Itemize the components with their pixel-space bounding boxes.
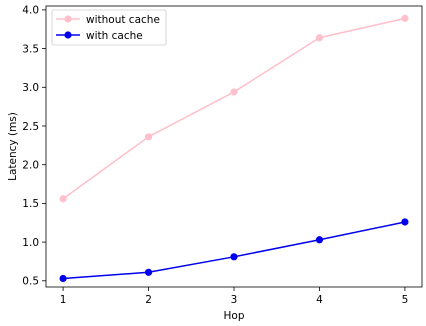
data-point [401, 14, 409, 22]
legend-entry: without cache [86, 14, 160, 26]
series-line [63, 221, 406, 280]
data-point [315, 34, 324, 42]
y-tick-label: 4.0 [22, 5, 39, 17]
series-layer [59, 14, 409, 283]
y-tick-label: 2.5 [22, 121, 39, 133]
data-point [230, 253, 238, 261]
data-point [401, 218, 409, 226]
x-axis-label: Hop [224, 310, 245, 322]
data-point [144, 268, 153, 276]
data-point [230, 88, 238, 96]
data-point [315, 236, 324, 244]
y-tick-label: 3.0 [22, 82, 39, 94]
legend-box [51, 9, 167, 46]
x-tick-label: 2 [145, 294, 152, 306]
data-point [59, 195, 67, 203]
legend-marker [64, 31, 72, 39]
axes-frame [45, 5, 423, 288]
x-axis: 1 2 3 4 5 [60, 287, 409, 306]
y-tick-label: 2.0 [22, 159, 39, 171]
y-tick-label: 1.0 [22, 237, 39, 249]
y-tick-label: 0.5 [22, 276, 39, 288]
legend-entry: with cache [86, 30, 143, 42]
legend: without cache with cache [51, 9, 167, 46]
series-line [62, 17, 406, 200]
series-with-cache [59, 218, 409, 283]
y-tick-label: 1.5 [22, 198, 39, 210]
plot-area [45, 5, 423, 288]
x-tick-label: 4 [316, 294, 323, 306]
data-point [144, 133, 153, 141]
legend-marker [64, 15, 72, 23]
x-tick-label: 5 [402, 294, 409, 306]
x-tick-label: 1 [60, 294, 67, 306]
x-tick-label: 3 [231, 294, 238, 306]
y-axis-label: Latency (ms) [7, 112, 19, 181]
y-axis: 0.5 1.0 1.5 2.0 2.5 3.0 3.5 4.0 [22, 5, 46, 288]
data-point [59, 274, 67, 283]
y-tick-label: 3.5 [22, 43, 39, 55]
series-without-cache [59, 14, 409, 203]
